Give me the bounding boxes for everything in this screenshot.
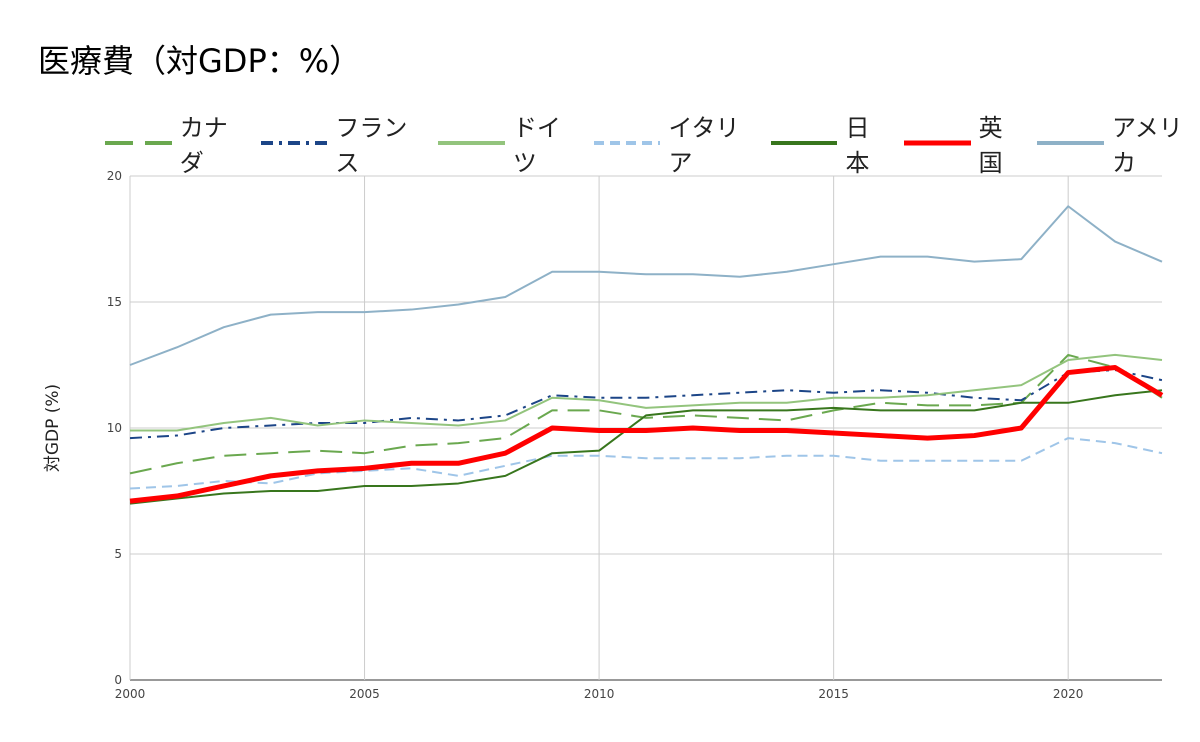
y-tick-label: 10	[107, 421, 122, 435]
legend-swatch	[1037, 141, 1104, 145]
legend-swatch	[105, 141, 172, 145]
x-tick-label: 2015	[818, 687, 849, 701]
legend-item: 英国	[903, 108, 1023, 178]
legend: カナダ フランス ドイツ イタリア 日本 英国 アメリカ	[105, 108, 1200, 178]
y-tick-label: 15	[107, 295, 122, 309]
y-axis-label: 対GDP (%)	[43, 384, 63, 472]
legend-item: 日本	[770, 108, 890, 178]
legend-label: ドイツ	[512, 114, 561, 177]
legend-label: カナダ	[179, 114, 228, 177]
y-tick-label: 0	[114, 673, 122, 687]
series-6	[129, 205, 1163, 366]
legend-swatch	[903, 140, 971, 146]
legend-swatch	[593, 141, 661, 145]
legend-label: 英国	[978, 114, 1003, 177]
series-2	[129, 353, 1163, 432]
legend-label: フランス	[335, 114, 408, 177]
legend-label: イタリア	[668, 114, 740, 177]
series-3	[129, 437, 1163, 490]
x-tick-label: 2020	[1053, 687, 1084, 701]
x-tick-label: 2005	[349, 687, 380, 701]
legend-swatch	[438, 141, 505, 145]
legend-item: ドイツ	[438, 108, 580, 178]
series-line	[129, 437, 1163, 490]
legend-swatch	[770, 141, 838, 145]
x-tick-label: 2010	[584, 687, 615, 701]
chart-title: 医療費（対GDP：%）	[38, 42, 362, 80]
y-tick-label: 20	[107, 169, 122, 183]
legend-label: アメリカ	[1112, 114, 1183, 177]
series-0	[129, 353, 1163, 475]
series-line	[129, 205, 1163, 366]
series-line	[129, 353, 1163, 475]
series-4	[129, 389, 1163, 505]
legend-item: イタリア	[593, 108, 757, 178]
legend-label: 日本	[845, 114, 870, 177]
x-tick-label: 2000	[115, 687, 146, 701]
legend-item: フランス	[260, 108, 425, 178]
series-5	[129, 365, 1164, 504]
legend-swatch	[260, 141, 328, 145]
legend-item: カナダ	[105, 108, 247, 178]
series-line	[130, 353, 1163, 432]
legend-item: アメリカ	[1037, 108, 1200, 178]
y-tick-label: 5	[114, 547, 122, 561]
